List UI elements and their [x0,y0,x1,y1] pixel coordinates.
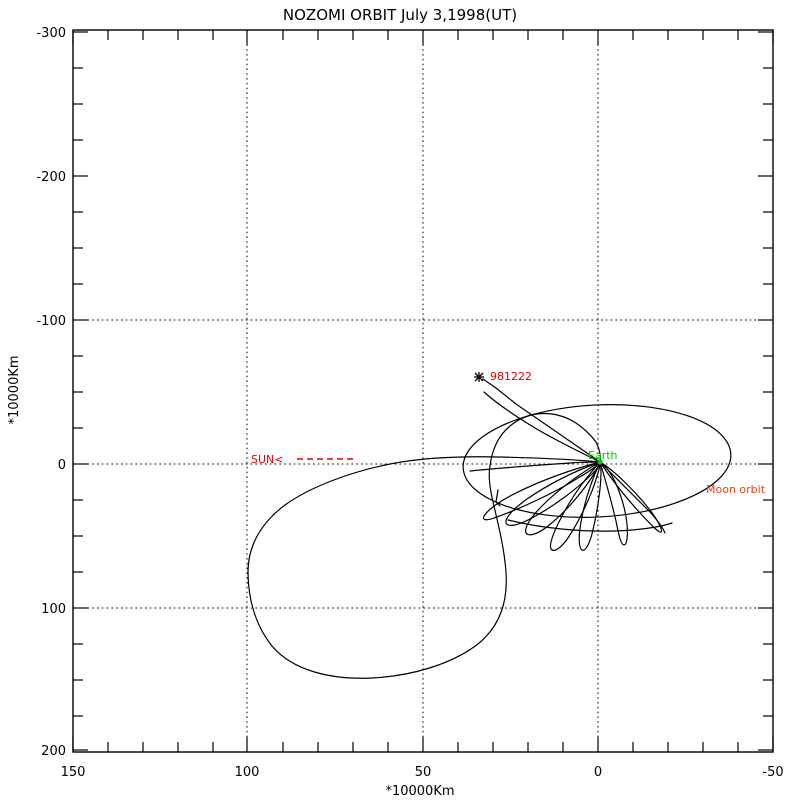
perigee-chord-arc [507,519,673,532]
xtick-label-100: 100 [235,765,260,780]
phasing-orbit-2 [505,461,601,526]
x-axis-tick-labels: 150 100 50 0 -50 [61,765,784,780]
ytick-label-200: 200 [41,744,66,759]
ytick-label-0: 0 [58,458,66,473]
ytick-label-neg100: -100 [36,314,66,329]
epoch-asterisk-icon [474,372,484,382]
ytick-label-100: 100 [41,602,66,617]
phasing-orbit-5 [578,461,602,551]
phasing-orbit-1 [482,461,601,521]
gridlines [73,30,773,752]
earth-label: Earth [588,449,618,462]
y-axis-tick-labels: -300 -200 -100 0 100 200 [36,26,66,759]
swingby-departure-arc [483,391,601,463]
xtick-label-50: 50 [415,765,432,780]
apogee-hook-detail [495,489,501,507]
lunar-transfer-arc [489,412,601,467]
return-leg-to-earth [469,461,601,472]
nozomi-trajectory-group [247,378,673,679]
phasing-orbit-3 [525,461,601,536]
xtick-label-neg50: -50 [762,765,783,780]
earth-marker-icon [597,459,603,465]
xtick-label-0: 0 [594,765,602,780]
chart-title: NOZOMI ORBIT July 3,1998(UT) [283,6,517,24]
x-axis-title: *10000Km [385,784,454,799]
moon-orbit-ellipse [462,404,732,518]
sun-direction-label: SUN< [251,453,283,466]
xtick-label-150: 150 [61,765,86,780]
ytick-label-neg300: -300 [36,26,66,41]
moon-orbit-label: Moon orbit [706,483,766,496]
outer-apogee-loop [247,456,601,679]
y-axis-title: *10000Km [7,355,22,424]
axis-ticks [72,30,774,752]
ytick-label-neg200: -200 [36,170,66,185]
phasing-orbit-4 [549,461,601,551]
outbound-leg-lower-right [599,461,666,534]
escape-trajectory-line [482,378,601,463]
epoch-marker-label: 981222 [490,370,532,383]
